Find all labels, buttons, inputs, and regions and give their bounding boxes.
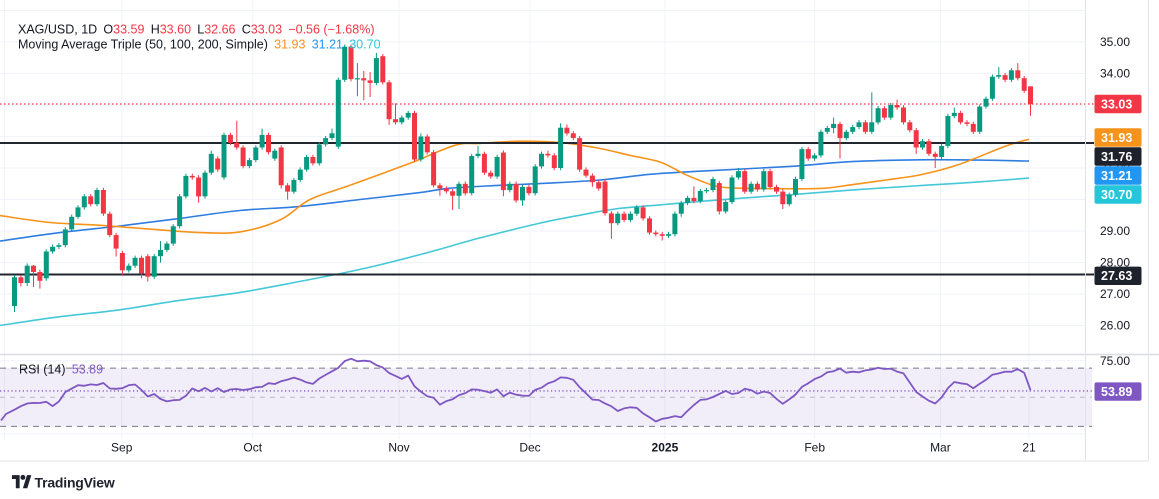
svg-text:34.00: 34.00 [1100,67,1130,81]
svg-text:Dec: Dec [519,441,540,455]
svg-text:27.00: 27.00 [1100,287,1130,301]
svg-text:2025: 2025 [652,441,679,455]
svg-text:Oct: Oct [243,441,262,455]
svg-text:Feb: Feb [804,441,825,455]
svg-text:21: 21 [1022,441,1036,455]
svg-text:28.00: 28.00 [1100,256,1130,270]
svg-text:Mar: Mar [930,441,951,455]
svg-text:75.00: 75.00 [1100,354,1130,368]
svg-text:31.93: 31.93 [1101,131,1132,145]
svg-text:30.70: 30.70 [1101,188,1132,202]
svg-text:27.63: 27.63 [1101,269,1132,283]
svg-text:31.21: 31.21 [1101,169,1132,183]
svg-text:35.00: 35.00 [1100,35,1130,49]
svg-text:29.00: 29.00 [1100,224,1130,238]
svg-text:Nov: Nov [388,441,409,455]
svg-text:TradingView: TradingView [35,475,115,491]
svg-text:33.03: 33.03 [1101,97,1132,111]
svg-text:Moving Average Triple (50, 100: Moving Average Triple (50, 100, 200, Sim… [18,38,381,52]
svg-text:31.76: 31.76 [1101,150,1132,164]
svg-text:RSI (14) 53.89: RSI (14) 53.89 [19,363,103,377]
svg-text:26.00: 26.00 [1100,319,1130,333]
svg-text:Sep: Sep [111,441,133,455]
svg-text:XAG/USD, 1D O33.59 H33.60 L32.: XAG/USD, 1D O33.59 H33.60 L32.66 C33.03 … [18,23,374,37]
svg-text:53.89: 53.89 [1101,385,1132,399]
